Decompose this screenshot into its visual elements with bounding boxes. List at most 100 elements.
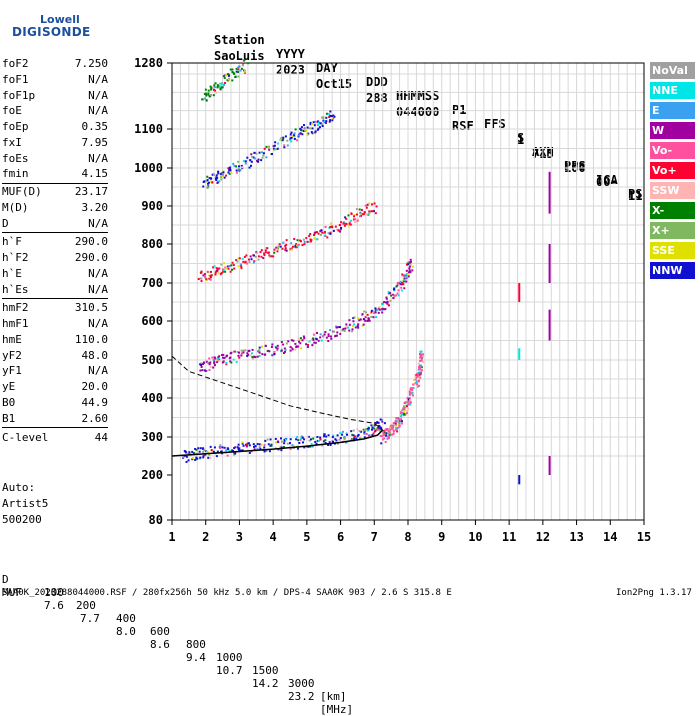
echo-point bbox=[272, 255, 275, 258]
legend-item-w: W bbox=[650, 122, 695, 139]
echo-point bbox=[366, 429, 369, 432]
echo-point bbox=[343, 224, 346, 227]
echo-point bbox=[283, 442, 286, 445]
echo-point bbox=[309, 123, 312, 126]
echo-point bbox=[191, 458, 194, 461]
param-separator bbox=[2, 183, 108, 184]
echo-point bbox=[334, 334, 337, 337]
echo-point bbox=[401, 282, 404, 285]
echo-point bbox=[233, 267, 236, 270]
echo-point bbox=[417, 373, 420, 376]
echo-point bbox=[196, 457, 199, 460]
echo-point bbox=[405, 405, 408, 408]
echo-point bbox=[392, 426, 395, 429]
echo-point bbox=[396, 281, 399, 284]
echo-point bbox=[356, 435, 359, 438]
echo-point bbox=[202, 456, 205, 459]
echo-point bbox=[210, 180, 213, 183]
echo-point bbox=[378, 306, 381, 309]
echo-point bbox=[357, 323, 360, 326]
echo-point bbox=[228, 449, 231, 452]
echo-point bbox=[409, 388, 412, 391]
echo-point bbox=[215, 176, 218, 179]
echo-point bbox=[249, 255, 252, 258]
echo-point bbox=[261, 151, 264, 154]
echo-point bbox=[225, 363, 228, 366]
echo-point bbox=[357, 317, 360, 320]
echo-point bbox=[255, 251, 258, 254]
echo-point bbox=[327, 434, 330, 437]
echo-point bbox=[262, 257, 265, 260]
echo-point bbox=[262, 154, 265, 157]
echo-point bbox=[217, 85, 220, 88]
echo-point bbox=[209, 361, 212, 364]
echo-point bbox=[282, 242, 285, 245]
echo-point bbox=[215, 179, 218, 182]
echo-point bbox=[397, 289, 400, 292]
echo-point bbox=[257, 258, 260, 261]
echo-point bbox=[325, 336, 328, 339]
echo-point bbox=[301, 436, 304, 439]
echo-point bbox=[370, 309, 373, 312]
echo-point bbox=[408, 265, 411, 268]
echo-point bbox=[411, 269, 414, 272]
echo-point bbox=[351, 438, 354, 441]
echo-point bbox=[409, 400, 412, 403]
echo-point bbox=[187, 453, 190, 456]
echo-point bbox=[358, 430, 361, 433]
echo-point bbox=[410, 263, 413, 266]
echo-point bbox=[251, 352, 254, 355]
echo-point bbox=[242, 351, 245, 354]
echo-point bbox=[422, 353, 425, 356]
echo-point bbox=[249, 159, 252, 162]
echo-point bbox=[316, 439, 319, 442]
echo-point bbox=[237, 354, 240, 357]
echo-point bbox=[306, 343, 309, 346]
echo-point bbox=[202, 361, 205, 364]
echo-point bbox=[373, 312, 376, 315]
echo-point bbox=[210, 274, 213, 277]
echo-point bbox=[327, 335, 330, 338]
echo-point bbox=[347, 214, 350, 217]
echo-point bbox=[213, 364, 216, 367]
echo-point bbox=[403, 411, 406, 414]
echo-point bbox=[338, 230, 341, 233]
echo-point bbox=[367, 427, 370, 430]
echo-point bbox=[384, 428, 387, 431]
echo-point bbox=[383, 434, 386, 437]
echo-point bbox=[270, 255, 273, 258]
echo-point bbox=[310, 239, 313, 242]
echo-point bbox=[399, 411, 402, 414]
echo-point bbox=[315, 442, 318, 445]
echo-point bbox=[312, 437, 315, 440]
echo-point bbox=[227, 267, 230, 270]
muf-value: 9.4 bbox=[186, 651, 206, 664]
logo-product: DIGISONDE bbox=[12, 25, 91, 39]
echo-point bbox=[355, 208, 358, 211]
echo-point bbox=[229, 169, 232, 172]
echo-point bbox=[417, 362, 420, 365]
echo-point bbox=[235, 171, 238, 174]
echo-point bbox=[352, 434, 355, 437]
distance-value: 800 bbox=[186, 638, 206, 651]
echo-point bbox=[309, 240, 312, 243]
echo-point bbox=[323, 433, 326, 436]
echo-point bbox=[375, 205, 378, 208]
echo-point bbox=[402, 280, 405, 283]
echo-point bbox=[322, 231, 325, 234]
echo-point bbox=[319, 230, 322, 233]
echo-point bbox=[385, 297, 388, 300]
echo-point bbox=[336, 434, 339, 437]
echo-point bbox=[213, 360, 216, 363]
echo-point bbox=[370, 428, 373, 431]
param-value: 290.0 bbox=[74, 235, 108, 249]
param-row: h`F2 290.0 bbox=[2, 250, 108, 266]
y-tick-label: 80 bbox=[149, 513, 163, 527]
echo-point bbox=[290, 140, 293, 143]
echo-point bbox=[230, 172, 233, 175]
echo-point bbox=[315, 231, 318, 234]
echo-point bbox=[222, 75, 225, 78]
muf-label: MUF bbox=[2, 586, 22, 599]
echo-point bbox=[346, 433, 349, 436]
echo-point bbox=[219, 444, 222, 447]
